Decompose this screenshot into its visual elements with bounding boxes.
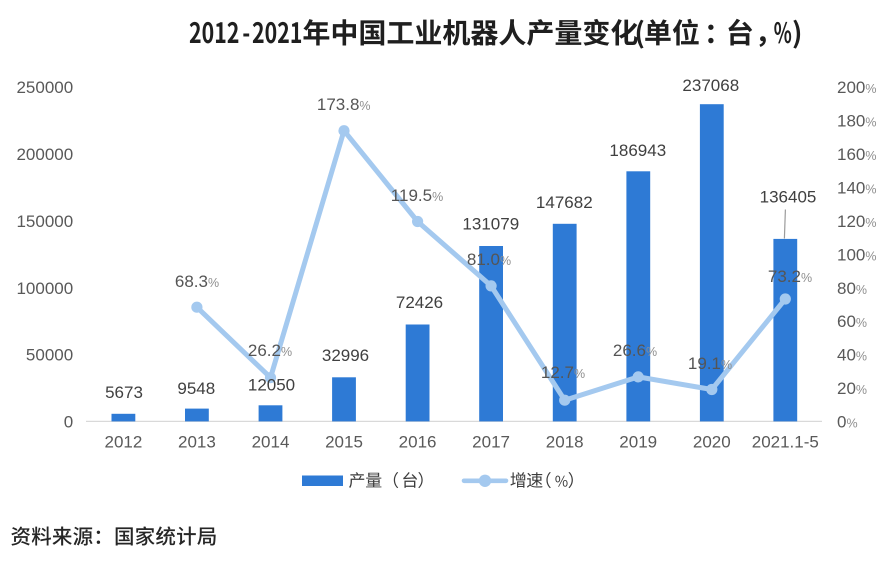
svg-text:9548: 9548 — [177, 379, 215, 398]
svg-text:80%: 80% — [837, 279, 867, 298]
svg-text:50000: 50000 — [26, 346, 73, 365]
svg-text:2015: 2015 — [325, 433, 363, 452]
svg-text:2016: 2016 — [399, 433, 437, 452]
svg-text:2019: 2019 — [619, 433, 657, 452]
svg-text:5673: 5673 — [105, 383, 143, 402]
svg-text:150000: 150000 — [16, 212, 73, 231]
svg-text:26.6%: 26.6% — [613, 341, 657, 360]
svg-text:237068: 237068 — [682, 76, 739, 95]
svg-text:200000: 200000 — [16, 145, 73, 164]
svg-text:32996: 32996 — [322, 346, 369, 365]
svg-text:12.7%: 12.7% — [541, 363, 585, 382]
svg-text:180%: 180% — [837, 112, 877, 131]
svg-text:173.8%: 173.8% — [317, 95, 371, 114]
svg-text:0: 0 — [64, 413, 73, 432]
svg-text:0%: 0% — [837, 413, 858, 432]
svg-text:19.1%: 19.1% — [688, 354, 732, 373]
svg-text:40%: 40% — [837, 346, 867, 365]
svg-text:2012: 2012 — [104, 433, 142, 452]
svg-text:250000: 250000 — [16, 78, 73, 97]
svg-text:119.5%: 119.5% — [391, 186, 443, 205]
svg-text:120%: 120% — [837, 212, 877, 231]
svg-text:26.2%: 26.2% — [248, 341, 292, 360]
svg-text:100%: 100% — [837, 245, 877, 264]
svg-text:2018: 2018 — [546, 433, 584, 452]
svg-text:20%: 20% — [837, 379, 867, 398]
svg-text:200%: 200% — [837, 78, 877, 97]
svg-text:131079: 131079 — [462, 215, 519, 234]
svg-text:81.0%: 81.0% — [467, 250, 511, 269]
svg-text:68.3%: 68.3% — [175, 272, 219, 291]
svg-text:60%: 60% — [837, 312, 867, 331]
svg-text:136405: 136405 — [760, 188, 817, 207]
svg-text:140%: 140% — [837, 178, 877, 197]
svg-text:2013: 2013 — [178, 433, 216, 452]
svg-text:2021.1-5: 2021.1-5 — [752, 433, 819, 452]
svg-text:72426: 72426 — [396, 293, 443, 312]
svg-text:12050: 12050 — [248, 376, 295, 395]
svg-text:73.2%: 73.2% — [768, 267, 812, 286]
svg-text:160%: 160% — [837, 145, 877, 164]
svg-text:100000: 100000 — [16, 279, 73, 298]
svg-text:186943: 186943 — [609, 141, 666, 160]
svg-text:147682: 147682 — [536, 193, 593, 212]
svg-text:2014: 2014 — [252, 433, 290, 452]
svg-text:2020: 2020 — [693, 433, 731, 452]
svg-text:2017: 2017 — [472, 433, 510, 452]
